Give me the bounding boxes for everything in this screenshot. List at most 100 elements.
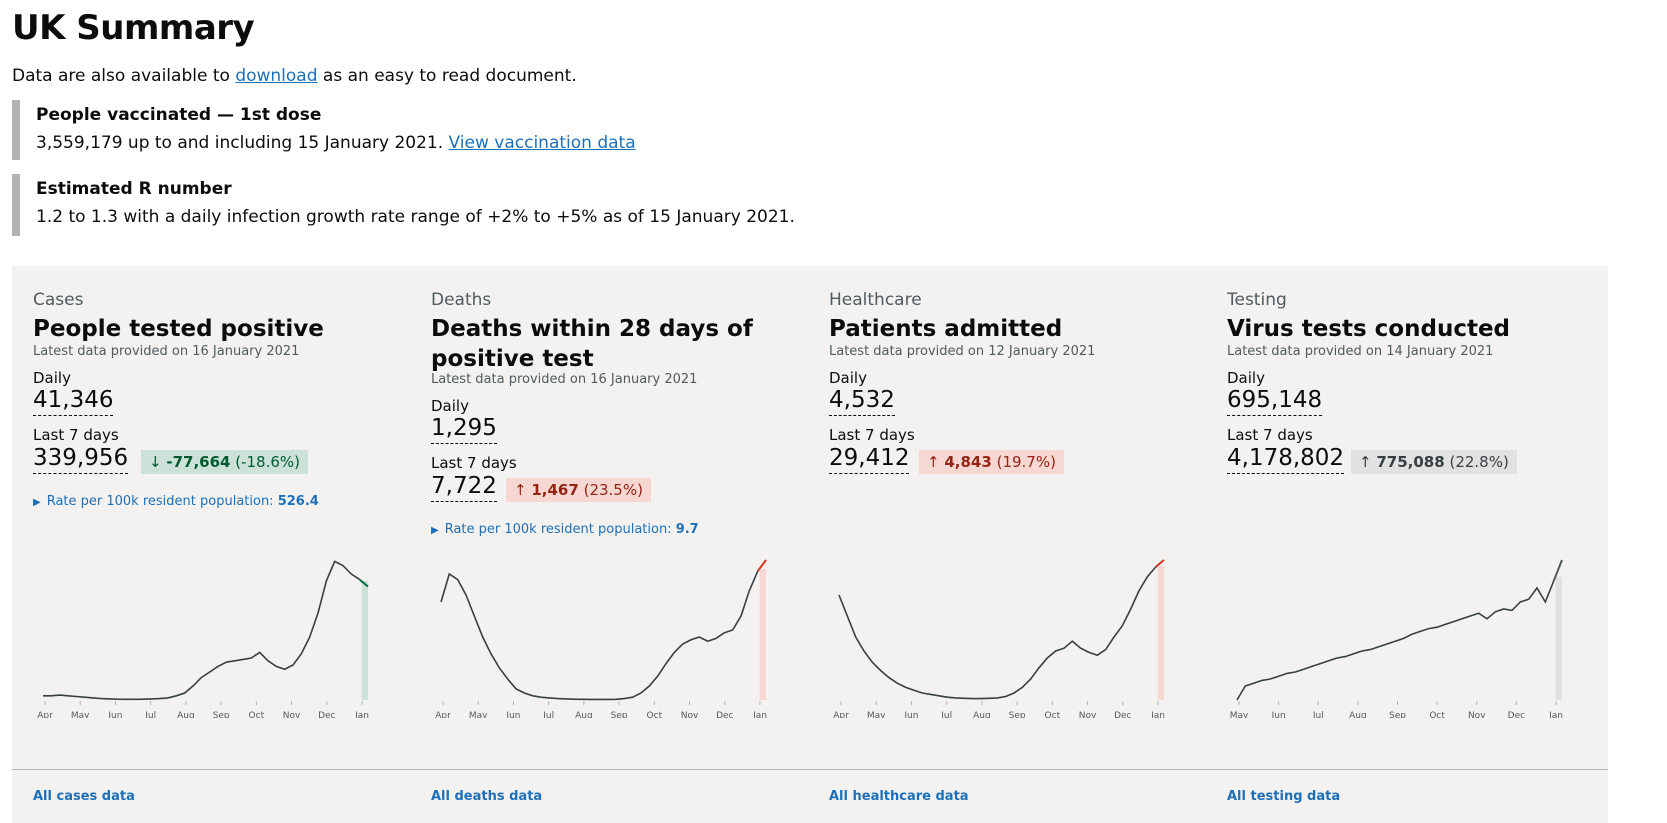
sparkline-chart: Apr May Jun Jul Aug Sep Oct Nov Dec Jan [435,559,767,718]
page-title: UK Summary [12,8,255,48]
intro-before: Data are also available to [12,66,236,86]
sparkline-chart: May Jun Jul Aug Sep Oct Nov Dec Jan [1230,559,1563,718]
daily-label: Daily [33,369,71,387]
card-heading: People tested positive [33,316,324,342]
change-arrow-icon: ↑ [927,453,940,471]
triangle-right-icon: ▶ [33,497,41,508]
change-value: -77,664 [166,453,231,471]
triangle-right-icon: ▶ [431,525,439,536]
axis-tick-label: Jul [144,711,156,718]
axis-tick-label: Jan [354,711,369,718]
change-badge[interactable]: ↑ 775,088 (22.8%) [1351,450,1517,474]
card-divider [808,769,1210,770]
latest-data-date: Latest data provided on 12 January 2021 [829,344,1096,359]
download-link[interactable]: download [235,66,318,86]
last-7-days-band [1157,565,1164,700]
axis-tick-label: Dec [716,711,733,718]
axis-tick-label: Jan [1150,711,1165,718]
last-7-days-label: Last 7 days [33,426,119,444]
rate-per-100k-toggle[interactable]: ▶ Rate per 100k resident population: 526.… [33,494,319,509]
rate-value: 9.7 [675,522,699,537]
axis-tick-label: Aug [973,711,991,718]
change-arrow-icon: ↑ [514,481,527,499]
last-7-days-band [759,568,766,700]
rate-value: 526.4 [277,494,319,509]
daily-value[interactable]: 41,346 [33,385,114,416]
daily-value[interactable]: 4,532 [829,385,895,416]
card-footer-link[interactable]: All cases data [33,789,135,804]
daily-value[interactable]: 1,295 [431,413,497,444]
card-testing: Testing Virus tests conducted Latest data … [1206,266,1608,823]
change-arrow-icon: ↑ [1359,453,1372,471]
axis-tick-label: Aug [1349,711,1367,718]
change-badge[interactable]: ↓ -77,664 (-18.6%) [141,450,309,474]
card-cases: Cases People tested positive Latest data p… [12,266,414,823]
axis-tick-label: Jul [542,711,554,718]
latest-data-date: Latest data provided on 16 January 2021 [431,372,698,387]
trend-line [440,570,759,701]
recent-trend-line [756,559,767,572]
last-7-days-value[interactable]: 29,412 [829,443,910,474]
axis-tick-label: Jul [1312,711,1324,718]
card-footer-link[interactable]: All healthcare data [829,789,969,804]
change-percent: (-18.6%) [235,453,301,471]
axis-tick-label: Apr [833,711,849,718]
intro-text: Data are also available to download as a… [12,66,577,86]
r-number-title: Estimated R number [36,179,232,199]
sparkline-chart: Apr May Jun Jul Aug Sep Oct Nov Dec Jan [833,559,1165,718]
change-badge[interactable]: ↑ 4,843 (19.7%) [919,450,1064,474]
last-7-days-band [361,581,368,700]
card-footer-link[interactable]: All testing data [1227,789,1341,804]
daily-label: Daily [431,397,469,415]
r-number-body: 1.2 to 1.3 with a daily infection growth… [36,207,795,227]
rate-per-100k-toggle[interactable]: ▶ Rate per 100k resident population: 9.7 [431,522,699,537]
axis-tick-label: Jun [107,711,122,718]
axis-tick-label: Oct [1045,711,1061,718]
axis-tick-label: Jun [903,711,918,718]
axis-tick-label: Aug [177,711,195,718]
last-7-days-label: Last 7 days [829,426,915,444]
card-healthcare: Healthcare Patients admitted Latest data p… [808,266,1210,823]
axis-tick-label: Oct [249,711,265,718]
card-footer-link[interactable]: All deaths data [431,789,543,804]
rate-label: Rate per 100k resident population: [444,522,676,537]
card-category: Testing [1227,290,1287,310]
card-divider [1206,769,1608,770]
axis-tick-label: Dec [1508,711,1525,718]
trend-line [1236,580,1555,701]
daily-label: Daily [829,369,867,387]
sparkline-chart: Apr May Jun Jul Aug Sep Oct Nov Dec Jan [37,560,369,718]
card-heading: Patients admitted [829,316,1063,342]
axis-tick-label: Apr [435,711,451,718]
last-7-days-value[interactable]: 7,722 [431,471,497,502]
intro-after: as an easy to read document. [317,66,577,86]
card-category: Cases [33,290,84,310]
axis-tick-label: May [469,711,488,718]
axis-tick-label: Jul [940,711,952,718]
recent-trend-line [359,578,369,588]
card-category: Healthcare [829,290,922,310]
axis-tick-label: Sep [611,711,628,718]
trend-line [838,566,1157,700]
daily-value[interactable]: 695,148 [1227,385,1323,416]
view-vaccination-link[interactable]: View vaccination data [448,133,636,153]
axis-tick-label: Jan [752,711,767,718]
last-7-days-value[interactable]: 4,178,802 [1227,443,1345,474]
recent-trend-line [1552,559,1563,582]
trend-line [43,560,361,701]
axis-tick-label: Nov [283,711,301,718]
axis-tick-label: Sep [1009,711,1026,718]
last-7-days-label: Last 7 days [431,454,517,472]
change-percent: (19.7%) [996,453,1056,471]
change-badge[interactable]: ↑ 1,467 (23.5%) [506,478,651,502]
card-deaths: Deaths Deaths within 28 days of positive … [410,266,812,823]
last-7-days-value[interactable]: 339,956 [33,443,129,474]
axis-tick-label: Dec [1114,711,1131,718]
axis-tick-label: Jun [1271,711,1286,718]
card-heading: Virus tests conducted [1227,316,1511,342]
vaccination-title: People vaccinated — 1st dose [36,105,322,125]
vaccination-inset: People vaccinated — 1st dose 3,559,179 u… [12,100,1136,160]
daily-label: Daily [1227,369,1265,387]
change-percent: (23.5%) [583,481,643,499]
last-7-days-label: Last 7 days [1227,426,1313,444]
